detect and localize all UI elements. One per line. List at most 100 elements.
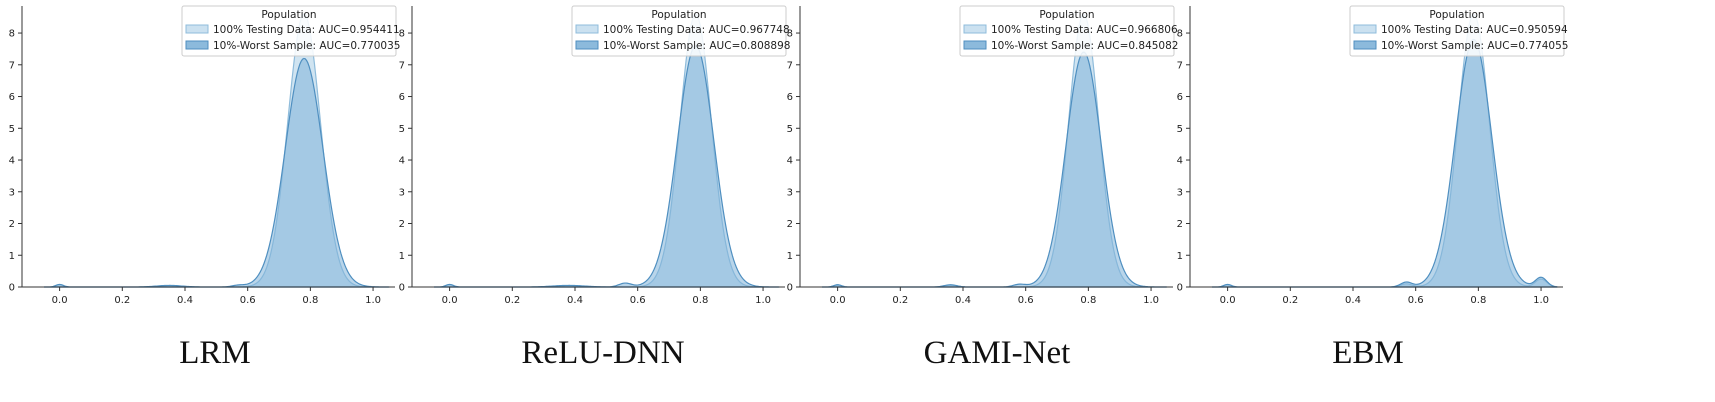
y-tick-label: 5 [1177, 124, 1183, 135]
y-tick-label: 3 [1177, 187, 1183, 198]
y-tick-label: 5 [399, 124, 405, 135]
x-tick-label: 0.2 [114, 295, 130, 306]
x-tick-label: 0.4 [1345, 295, 1361, 306]
y-tick-label: 3 [399, 187, 405, 198]
chart-panel-4: 0 1 2 3 4 5 6 7 8 0.0 0.2 0.4 0.6 0.8 1.0 Population 100… [1177, 5, 1568, 371]
worst-sample-density-area [43, 57, 390, 288]
y-tick-label: 4 [1177, 156, 1183, 167]
x-tick-label: 0.0 [52, 295, 68, 306]
x-tick-label: 0.6 [240, 295, 256, 306]
y-tick-label: 6 [399, 92, 405, 103]
y-tick-label: 7 [1177, 60, 1183, 71]
x-tick-label: 1.0 [755, 295, 771, 306]
y-tick-label: 4 [399, 156, 405, 167]
legend-swatch-worst [1353, 40, 1377, 50]
x-tick-label: 0.8 [1470, 295, 1486, 306]
chart-panel-1: 0 1 2 3 4 5 6 7 8 0.0 0.2 0.4 0.6 0.8 1.0 Population 100… [9, 5, 400, 371]
y-tick-label: 0 [1177, 283, 1183, 294]
y-tick-label: 1 [399, 251, 405, 262]
y-tick-label: 4 [9, 156, 15, 167]
y-tick-label: 2 [399, 219, 405, 230]
x-tick-label: 0.8 [692, 295, 708, 306]
worst-sample-density-area [433, 45, 780, 288]
x-tick-label: 0.0 [1220, 295, 1236, 306]
panel-caption: LRM [179, 335, 251, 371]
x-tick-label: 0.2 [892, 295, 908, 306]
chart-panel-2: 0 1 2 3 4 5 6 7 8 0.0 0.2 0.4 0.6 0.8 1.0 Population 100… [399, 5, 790, 371]
x-tick-label: 0.0 [830, 295, 846, 306]
y-tick-label: 8 [787, 29, 793, 40]
y-tick-label: 1 [9, 251, 15, 262]
y-tick-label: 2 [1177, 219, 1183, 230]
y-tick-label: 1 [787, 251, 793, 262]
legend: Population 100% Testing Data: AUC=0.96774… [571, 5, 790, 57]
x-tick-label: 0.2 [504, 295, 520, 306]
y-tick-label: 5 [9, 124, 15, 135]
legend-label-worst: 10%-Worst Sample: AUC=0.774055 [1381, 40, 1568, 52]
y-tick-label: 6 [1177, 92, 1183, 103]
y-tick-label: 7 [399, 60, 405, 71]
legend-box [959, 5, 1175, 57]
legend-swatch-full [185, 24, 209, 34]
legend-swatch-full [963, 24, 987, 34]
legend: Population 100% Testing Data: AUC=0.96680… [959, 5, 1178, 57]
legend: Population 100% Testing Data: AUC=0.95441… [181, 5, 400, 57]
worst-sample-density-area [821, 51, 1167, 288]
legend-box [1349, 5, 1565, 57]
y-tick-label: 6 [787, 92, 793, 103]
legend-label-full: 100% Testing Data: AUC=0.954411 [213, 24, 400, 36]
x-tick-label: 0.6 [630, 295, 646, 306]
legend-swatch-worst [963, 40, 987, 50]
legend: Population 100% Testing Data: AUC=0.95059… [1349, 5, 1568, 57]
legend-swatch-full [575, 24, 599, 34]
legend-title: Population [651, 9, 706, 21]
legend-label-worst: 10%-Worst Sample: AUC=0.808898 [603, 40, 790, 52]
y-tick-label: 8 [9, 29, 15, 40]
x-tick-label: 1.0 [1143, 295, 1159, 306]
legend-title: Population [1039, 9, 1094, 21]
legend-box [571, 5, 787, 57]
y-tick-label: 6 [9, 92, 15, 103]
legend-label-full: 100% Testing Data: AUC=0.950594 [1381, 24, 1568, 36]
worst-sample-density-area [1211, 38, 1558, 288]
x-tick-label: 1.0 [1533, 295, 1549, 306]
y-tick-label: 0 [787, 283, 793, 294]
panel-caption: GAMI-Net [924, 335, 1071, 371]
y-tick-label: 7 [787, 60, 793, 71]
chart-panel-3: 0 1 2 3 4 5 6 7 8 0.0 0.2 0.4 0.6 0.8 1.0 Population 100… [787, 5, 1178, 371]
y-tick-label: 8 [1177, 29, 1183, 40]
y-tick-label: 2 [787, 219, 793, 230]
x-tick-label: 0.2 [1282, 295, 1298, 306]
legend-label-worst: 10%-Worst Sample: AUC=0.845082 [991, 40, 1178, 52]
y-tick-label: 0 [399, 283, 405, 294]
x-tick-label: 0.4 [567, 295, 583, 306]
x-tick-label: 0.8 [302, 295, 318, 306]
x-tick-label: 0.6 [1018, 295, 1034, 306]
y-tick-label: 7 [9, 60, 15, 71]
y-tick-label: 8 [399, 29, 405, 40]
y-tick-label: 4 [787, 156, 793, 167]
legend-label-full: 100% Testing Data: AUC=0.967748 [603, 24, 790, 36]
x-tick-label: 0.4 [955, 295, 971, 306]
y-tick-label: 3 [787, 187, 793, 198]
y-tick-label: 0 [9, 283, 15, 294]
legend-swatch-worst [575, 40, 599, 50]
x-tick-label: 0.6 [1408, 295, 1424, 306]
y-tick-label: 3 [9, 187, 15, 198]
y-tick-label: 1 [1177, 251, 1183, 262]
y-tick-label: 2 [9, 219, 15, 230]
x-tick-label: 0.8 [1080, 295, 1096, 306]
legend-swatch-worst [185, 40, 209, 50]
panel-caption: ReLU-DNN [521, 335, 684, 371]
panel-caption: EBM [1332, 335, 1404, 371]
x-tick-label: 1.0 [365, 295, 381, 306]
legend-title: Population [261, 9, 316, 21]
x-tick-label: 0.4 [177, 295, 193, 306]
x-tick-label: 0.0 [442, 295, 458, 306]
y-tick-label: 5 [787, 124, 793, 135]
legend-swatch-full [1353, 24, 1377, 34]
legend-label-full: 100% Testing Data: AUC=0.966806 [991, 24, 1178, 36]
legend-title: Population [1429, 9, 1484, 21]
legend-label-worst: 10%-Worst Sample: AUC=0.770035 [213, 40, 400, 52]
